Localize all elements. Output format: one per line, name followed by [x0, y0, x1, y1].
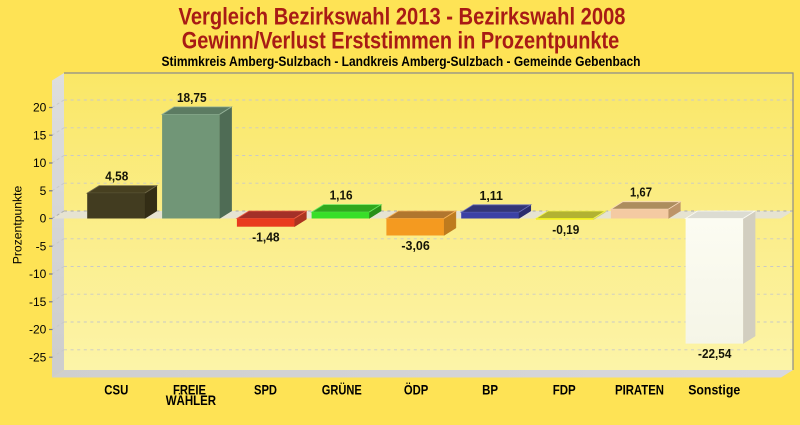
svg-text:1,11: 1,11	[479, 188, 503, 203]
svg-text:-3,06: -3,06	[401, 238, 429, 253]
svg-text:-15: -15	[29, 295, 47, 309]
svg-text:0: 0	[40, 212, 47, 226]
svg-text:1,16: 1,16	[330, 188, 353, 203]
svg-text:-5: -5	[36, 239, 47, 253]
svg-text:Gewinn/Verlust Erststimmen in: Gewinn/Verlust Erststimmen in Prozentpun…	[182, 28, 620, 55]
svg-text:1,67: 1,67	[630, 185, 652, 200]
svg-text:ÖDP: ÖDP	[404, 382, 428, 398]
svg-text:-10: -10	[29, 267, 47, 281]
svg-text:-20: -20	[29, 323, 47, 337]
svg-text:18,75: 18,75	[177, 90, 207, 105]
svg-text:Stimmkreis Amberg-Sulzbach - L: Stimmkreis Amberg-Sulzbach - Landkreis A…	[162, 53, 641, 69]
svg-text:GRÜNE: GRÜNE	[322, 382, 362, 398]
svg-text:15: 15	[33, 128, 47, 142]
svg-text:-22,54: -22,54	[698, 346, 732, 361]
svg-text:BP: BP	[482, 382, 498, 398]
svg-text:10: 10	[33, 156, 47, 170]
svg-text:4,58: 4,58	[105, 169, 128, 184]
svg-text:Prozentpunkte: Prozentpunkte	[11, 185, 25, 264]
svg-text:-1,48: -1,48	[252, 229, 280, 244]
svg-text:SPD: SPD	[254, 382, 277, 398]
svg-text:FREIE: FREIE	[173, 382, 206, 398]
svg-text:5: 5	[40, 184, 47, 198]
svg-text:Sonstige: Sonstige	[688, 382, 740, 398]
svg-text:WÄHLER: WÄHLER	[166, 392, 216, 408]
svg-text:FDP: FDP	[553, 382, 576, 398]
svg-text:PIRATEN: PIRATEN	[615, 382, 664, 398]
svg-text:Vergleich Bezirkswahl 2013 - B: Vergleich Bezirkswahl 2013 - Bezirkswahl…	[179, 4, 626, 31]
svg-text:CSU: CSU	[104, 382, 128, 398]
svg-text:20: 20	[33, 101, 47, 115]
svg-text:-25: -25	[29, 350, 47, 364]
svg-text:-0,19: -0,19	[552, 222, 579, 237]
